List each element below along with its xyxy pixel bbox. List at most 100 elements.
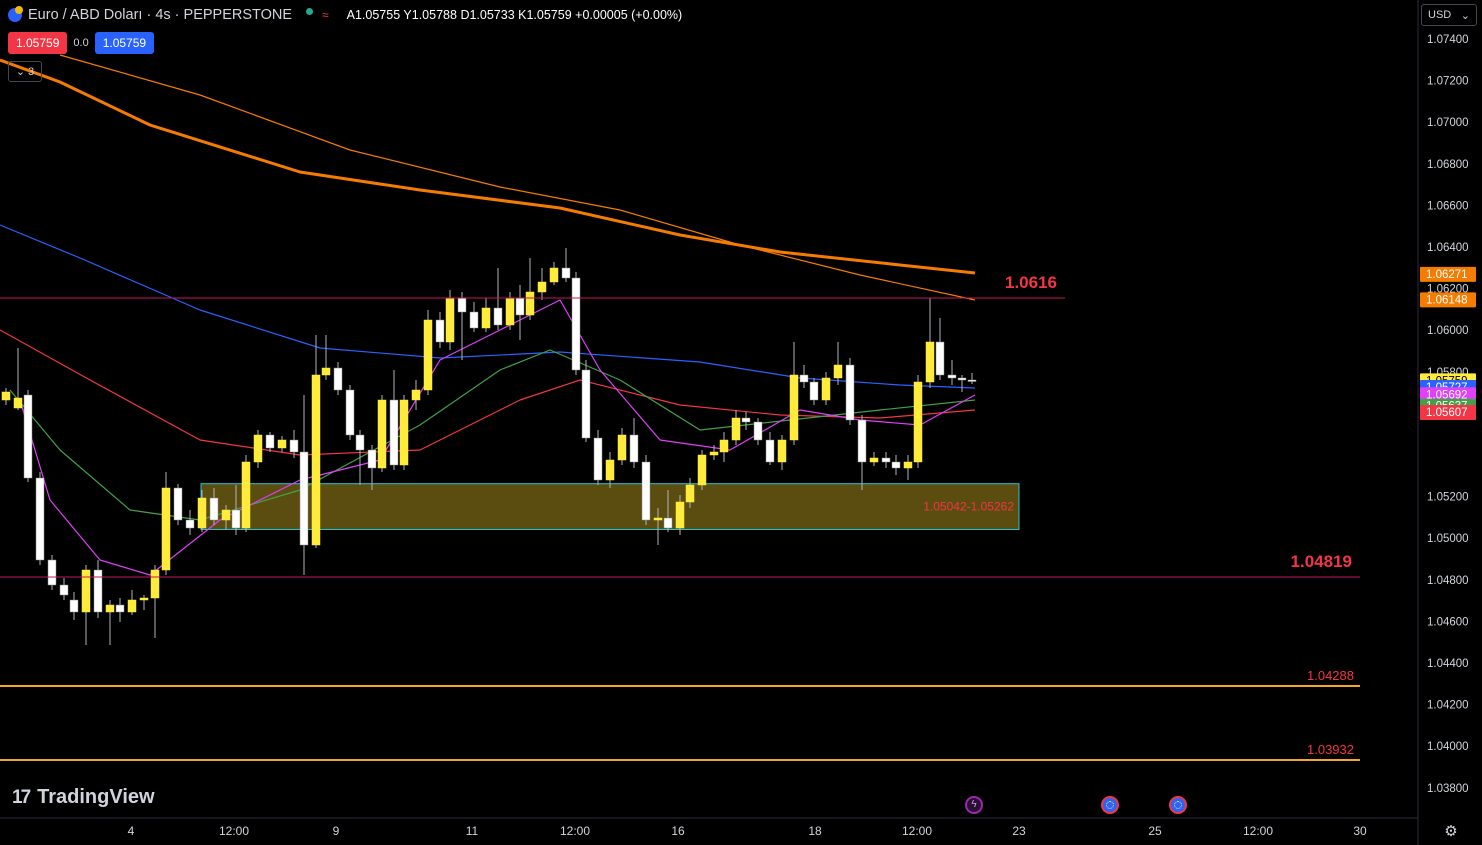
candle xyxy=(537,268,547,300)
svg-text:1.05607: 1.05607 xyxy=(1426,407,1468,419)
price-badge: 1.06271 xyxy=(1420,266,1476,282)
candle xyxy=(367,445,377,490)
candle xyxy=(525,258,535,320)
lightning-icon[interactable]: ϟ xyxy=(965,796,983,814)
gear-icon[interactable]: ⚙ xyxy=(1444,823,1458,840)
candle xyxy=(173,484,183,525)
candle xyxy=(857,415,867,490)
candle xyxy=(653,508,663,545)
eu-flag-icon[interactable] xyxy=(1169,796,1187,814)
candle xyxy=(435,312,445,348)
candle xyxy=(81,565,91,645)
ohlc-change: +0.00005 (+0.00%) xyxy=(575,8,683,22)
currency-label: USD xyxy=(1428,9,1452,21)
candle xyxy=(957,375,967,392)
candle xyxy=(253,430,263,468)
price-tick-label: 1.04800 xyxy=(1427,575,1469,587)
candle xyxy=(581,360,591,442)
candle xyxy=(185,510,195,535)
candle xyxy=(967,373,977,384)
price-badge: 1.05607 xyxy=(1420,404,1476,420)
price-tick-label: 1.03800 xyxy=(1427,783,1469,795)
candle xyxy=(377,395,387,472)
level-1-0616-label: 1.0616 xyxy=(1005,273,1057,292)
time-tick-label: 12:00 xyxy=(560,824,590,838)
candle xyxy=(697,450,707,490)
candle xyxy=(469,302,479,332)
candle xyxy=(35,472,45,565)
candle xyxy=(389,370,399,470)
candle xyxy=(753,418,763,445)
chevron-down-icon: ⌄ xyxy=(1460,9,1470,22)
candle xyxy=(549,262,559,285)
time-tick-label: 18 xyxy=(808,824,822,838)
time-tick-label: 12:00 xyxy=(1243,824,1273,838)
candle xyxy=(675,495,685,535)
price-tick-label: 1.05000 xyxy=(1427,533,1469,545)
price-tick-label: 1.07200 xyxy=(1427,76,1469,88)
candle xyxy=(833,342,843,385)
price-tick-label: 1.06000 xyxy=(1427,325,1469,337)
candle xyxy=(139,595,149,610)
time-tick-label: 11 xyxy=(466,824,479,838)
symbol-title[interactable]: Euro / ABD Doları · 4s · PEPPERSTONE xyxy=(28,7,293,23)
trade-buttons: 1.05759 0.0 1.05759 xyxy=(8,32,155,54)
price-tick-label: 1.06800 xyxy=(1427,159,1469,171)
indicators-collapse-button[interactable]: ⌄ 3 xyxy=(8,61,42,82)
candle xyxy=(765,432,775,465)
eu-flag-icon[interactable] xyxy=(1101,796,1119,814)
buy-button[interactable]: 1.05759 xyxy=(94,32,155,54)
candle xyxy=(345,385,355,440)
candle xyxy=(59,578,69,600)
axes[interactable]: 1.07400 1.07200 1.07000 1.06800 1.06600 1.064… xyxy=(128,34,1476,838)
ma-10-line xyxy=(19,299,976,576)
candle xyxy=(355,430,365,485)
candle xyxy=(799,365,809,388)
indicator-count: 3 xyxy=(28,65,35,78)
support-zone-rect xyxy=(200,483,1020,530)
currency-selector[interactable]: USD ⌄ xyxy=(1421,4,1477,26)
price-tick-label: 1.06600 xyxy=(1427,200,1469,212)
ma-200-line xyxy=(0,58,976,275)
candle xyxy=(617,428,627,465)
candle xyxy=(93,560,103,618)
ohlc-close: K1.05759 xyxy=(518,8,572,22)
candle xyxy=(399,395,409,470)
symbol-header[interactable]: Euro / ABD Doları · 4s · PEPPERSTONE ≈ A… xyxy=(8,5,682,25)
support-zone[interactable]: 1.05042-1.05262 xyxy=(200,483,1020,530)
time-tick-label: 25 xyxy=(1148,824,1162,838)
candle xyxy=(411,380,421,410)
candle xyxy=(493,268,503,330)
candle xyxy=(593,430,603,485)
candle xyxy=(277,436,287,452)
price-tick-label: 1.04200 xyxy=(1427,700,1469,712)
price-tick-label: 1.04400 xyxy=(1427,658,1469,670)
candle xyxy=(1,388,11,405)
candle xyxy=(741,412,751,430)
horizontal-levels[interactable]: 1.0616 1.04819 1.04288 1.03932 xyxy=(0,273,1360,761)
time-tick-label: 23 xyxy=(1012,824,1026,838)
candle xyxy=(777,435,787,470)
level-1-03932-label: 1.03932 xyxy=(1307,742,1354,757)
wave-icon: ≈ xyxy=(322,8,329,22)
candle xyxy=(925,298,935,388)
candle xyxy=(629,418,639,468)
level-1-04288-label: 1.04288 xyxy=(1307,668,1354,683)
price-tick-label: 1.05200 xyxy=(1427,492,1469,504)
candle xyxy=(265,432,275,452)
candle xyxy=(311,335,321,548)
svg-text:1.06148: 1.06148 xyxy=(1426,294,1468,306)
price-tick-label: 1.07000 xyxy=(1427,117,1469,129)
candle xyxy=(47,555,57,590)
candle xyxy=(127,590,137,615)
candle xyxy=(23,390,33,482)
candle xyxy=(845,358,855,425)
sell-button[interactable]: 1.05759 xyxy=(8,32,68,54)
ohlc-values: A1.05755 Y1.05788 D1.05733 K1.05759 +0.0… xyxy=(347,8,683,22)
ma-30-line xyxy=(0,329,976,456)
market-open-icon xyxy=(306,8,314,15)
market-status[interactable]: ≈ xyxy=(306,8,329,22)
tradingview-logo[interactable]: 17 TradingView xyxy=(12,786,155,809)
